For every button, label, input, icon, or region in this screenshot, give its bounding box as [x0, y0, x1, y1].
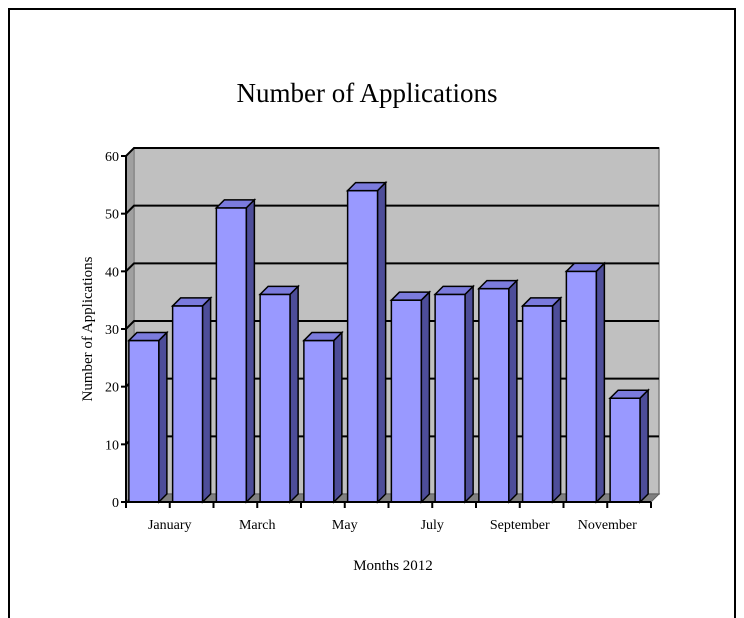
- gridline: [125, 262, 659, 273]
- chart-title: Number of Applications: [237, 78, 498, 108]
- bar-front: [565, 270, 598, 503]
- x-tick-label: July: [421, 518, 444, 533]
- y-tick-label: 0: [112, 496, 119, 511]
- bar-november: [564, 261, 607, 504]
- chart-border: [8, 8, 736, 618]
- bar-front: [390, 299, 423, 503]
- bar-october: [520, 296, 563, 504]
- bar-front: [609, 397, 641, 503]
- bar-front: [215, 207, 248, 503]
- bar-side: [201, 296, 212, 504]
- bar-side: [464, 284, 474, 504]
- gridline: [125, 204, 659, 215]
- bar-may: [302, 330, 344, 504]
- x-tick-label: March: [239, 518, 276, 533]
- bar-front: [303, 339, 335, 503]
- bar-july: [389, 290, 432, 504]
- bar-front: [171, 305, 204, 503]
- bar-december: [608, 388, 650, 504]
- bars: [127, 180, 650, 504]
- bar-side: [508, 278, 518, 504]
- bar-front: [128, 339, 160, 503]
- y-tick-label: 60: [105, 150, 119, 165]
- bar-side: [376, 180, 387, 504]
- bar-side: [595, 261, 606, 504]
- bar-april: [258, 284, 300, 504]
- bar-side: [245, 198, 256, 504]
- bar-january: [127, 330, 169, 504]
- bar-march: [214, 198, 257, 504]
- bar-front: [478, 287, 510, 503]
- bar-june: [345, 180, 388, 504]
- bar-february: [170, 296, 213, 504]
- x-tick-label: May: [332, 518, 358, 533]
- y-tick-label: 40: [105, 265, 119, 280]
- bar-side: [289, 284, 299, 504]
- bar-side: [158, 330, 168, 504]
- axes: 0 10 20 30 40 50 60 January March May July Septembe…: [105, 150, 652, 533]
- x-tick-label: January: [148, 518, 192, 533]
- bar-side: [333, 330, 343, 504]
- bar-front: [259, 293, 291, 503]
- bar-august: [433, 284, 475, 504]
- x-tick-label: November: [578, 518, 637, 533]
- x-axis-label: Months 2012: [353, 558, 433, 574]
- y-axis-label: Number of Applications: [80, 256, 96, 401]
- y-tick-label: 20: [105, 381, 119, 396]
- bar-front: [434, 293, 466, 503]
- gridline: [125, 147, 659, 157]
- y-tick-label: 30: [105, 323, 119, 338]
- bar-side: [420, 290, 431, 504]
- x-tick-label: September: [490, 518, 550, 533]
- bar-front: [521, 305, 554, 503]
- bar-front: [346, 189, 379, 503]
- bar-side: [551, 296, 562, 504]
- y-tick-label: 10: [105, 438, 119, 453]
- y-tick-label: 50: [105, 208, 119, 223]
- bar-september: [477, 278, 519, 504]
- bar-side: [639, 388, 649, 504]
